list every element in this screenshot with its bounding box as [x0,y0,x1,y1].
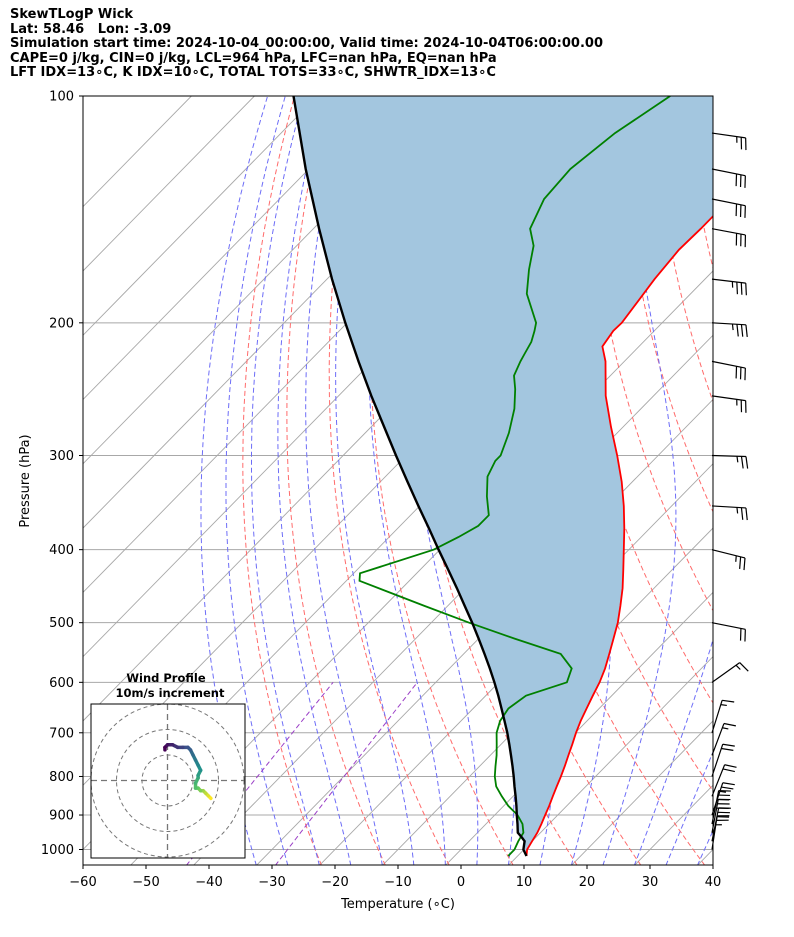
isotherm-line [319,463,713,865]
moist-adiabat-line [251,96,320,865]
x-tick-label: 20 [579,875,596,890]
dry-adiabat-line [751,96,794,866]
y-tick-label: 800 [49,770,74,785]
y-tick-label: 100 [49,90,74,105]
wind-barb [711,360,746,381]
y-tick-label: 1000 [41,843,74,858]
temperature-line [525,214,713,857]
moist-adiabat-line [200,96,269,865]
x-tick-label: −40 [195,875,222,890]
dry-adiabat-line [328,96,450,865]
wind-barb [711,549,746,571]
dry-adiabat-line [784,96,794,866]
x-tick-label: 0 [457,875,465,890]
y-tick-label: 200 [49,316,74,331]
index-line: LFT IDX=13∘C, K IDX=10∘C, TOTAL TOTS=33∘… [10,65,496,81]
wind-barb [711,722,736,756]
x-tick-label: −50 [132,875,159,890]
x-tick-label: −30 [258,875,285,890]
wind-barb [711,505,748,521]
wind-barb [711,764,737,797]
hodograph: Wind Profile 10m/s increment [90,671,246,859]
hodograph-ring [91,704,245,858]
wind-barb [711,699,735,733]
y-tick-label: 400 [49,543,74,558]
x-axis-ticks: −60 −50 −40 −30 −20 −10 0 10 20 30 40 [69,865,721,890]
isotherm-line [256,398,713,865]
wind-barb [711,743,735,777]
wind-barb [711,198,746,218]
x-tick-label: 10 [516,875,533,890]
x-tick-label: 30 [642,875,659,890]
parcel-line [292,96,528,857]
wind-barb [711,622,746,642]
moist-adiabat-line [729,96,794,866]
hodograph-content [91,704,245,858]
dry-adiabat-line [369,96,514,865]
isotherm-line [83,96,381,401]
isotherm-line [83,96,255,272]
wind-barb [711,454,749,469]
x-tick-label: −10 [384,875,411,890]
isotherm-line [508,655,713,865]
moist-adiabat-line [305,96,383,865]
cape-line: CAPE=0 j/kg, CIN=0 j/kg, LCL=964 hPa, LF… [10,50,497,66]
skewt-plot: −60 −50 −40 −30 −20 −10 0 10 20 30 40 100 200 300 400… [18,90,794,912]
location-line: Lat: 58.46 Lon: -3.09 [10,21,172,37]
dry-adiabat-line [553,96,713,704]
moist-adiabat-line [634,638,713,865]
hodograph-title: Wind Profile [126,671,206,685]
wind-barb [711,662,749,683]
wind-barb [711,395,747,413]
dry-adiabat-line [620,96,713,513]
chart-header: SkewTLogP Wick Lat: 58.46 Lon: -3.09 Sim… [10,7,603,81]
hodograph-ring [116,729,219,832]
moist-adiabat-line [225,96,289,865]
y-tick-label: 300 [49,449,74,464]
moist-adiabat-line [335,96,415,865]
wind-barb [711,132,747,151]
isotherm-line [83,96,318,336]
profile-lines [292,96,713,857]
wind-barbs [711,132,749,850]
x-tick-label: −60 [69,875,96,890]
isotherm-line [571,720,713,865]
dry-adiabat-line [286,96,386,865]
y-tick-label: 500 [49,616,74,631]
dry-adiabat-line [242,96,322,865]
wind-barb [711,782,735,816]
hodograph-ring [141,754,194,807]
mixing-ratio-line [186,681,334,865]
hodograph-subtitle: 10m/s increment [116,686,225,700]
moist-adiabat-line [602,96,677,865]
mixing-ratio-line [275,681,418,865]
cin-shading [293,96,713,856]
x-tick-label: 40 [705,875,722,890]
wind-barb [711,278,747,296]
time-line: Simulation start time: 2024-10-04_00:00:… [10,36,603,52]
wind-barb [711,168,746,188]
moist-adiabat-line [665,750,713,865]
y-axis-label: Pressure (hPa) [18,434,33,527]
hodograph-frame [90,703,246,859]
y-tick-label: 600 [49,676,74,691]
y-tick-label: 900 [49,809,74,824]
moist-adiabat-line [277,96,352,865]
moist-adiabat-line [368,96,446,865]
y-tick-label: 700 [49,726,74,741]
chart-title: SkewTLogP Wick [10,7,134,22]
x-tick-label: −20 [321,875,348,890]
x-axis-label: Temperature (∘C) [340,897,455,912]
wind-barb [711,228,747,248]
y-axis-ticks: 100 200 300 400 500 600 700 800 900 1000 [41,90,83,858]
dewpoint-line [358,96,671,857]
wind-barb [711,322,748,337]
